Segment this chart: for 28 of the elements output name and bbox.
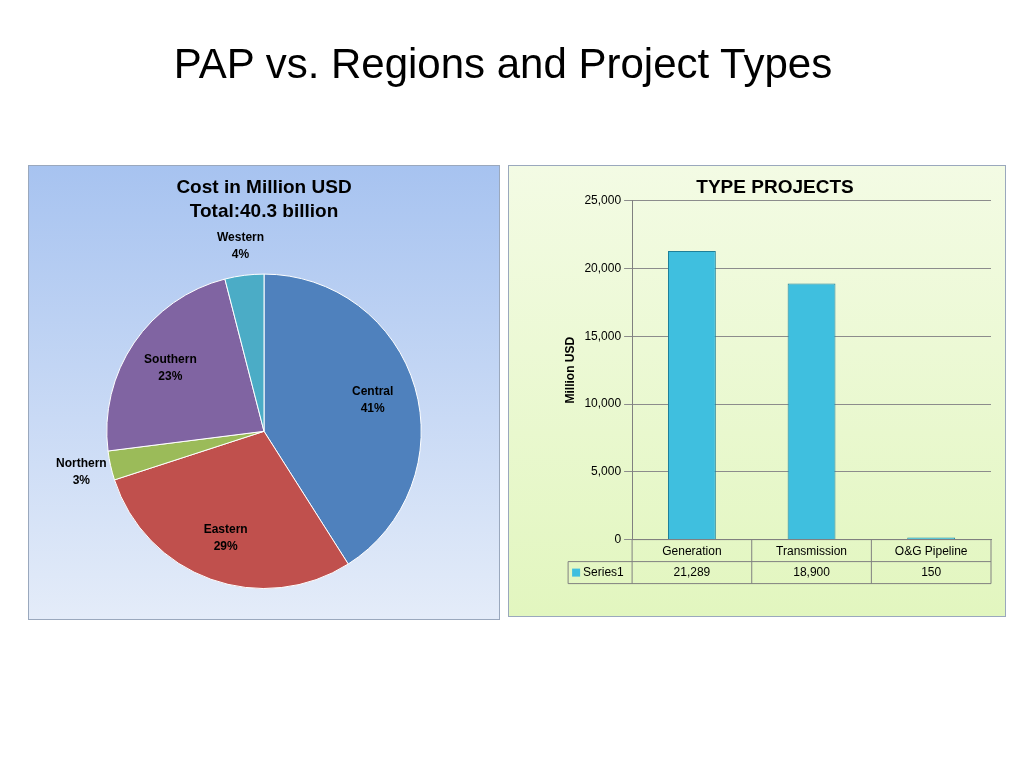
data-label: 18,900 bbox=[793, 564, 831, 579]
x-tick-label: O&G Pipeline bbox=[894, 544, 968, 559]
data-label: 41% bbox=[360, 401, 386, 416]
data-label: 150 bbox=[921, 564, 942, 579]
chart-subtitle: Total:40.3 billion bbox=[189, 200, 339, 222]
y-tick-label: 0 bbox=[614, 531, 622, 546]
legend-label: Series1 bbox=[583, 564, 625, 579]
slice-label: Northern bbox=[55, 456, 107, 471]
data-label: 21,289 bbox=[673, 564, 711, 579]
y-tick-label: 15,000 bbox=[584, 328, 622, 343]
slice-label: Southern bbox=[144, 351, 197, 366]
data-label: 4% bbox=[231, 246, 250, 261]
data-label: 3% bbox=[72, 473, 91, 488]
y-tick-label: 25,000 bbox=[584, 193, 622, 208]
data-label: 29% bbox=[213, 539, 238, 554]
slice-label: Eastern bbox=[203, 522, 248, 537]
text: PAP vs. Regions and Project Types bbox=[172, 40, 834, 88]
slice-label: Western bbox=[216, 229, 265, 244]
chart-title: Cost in Million USD bbox=[176, 175, 352, 197]
y-tick-label: 20,000 bbox=[584, 260, 622, 275]
y-tick-label: 10,000 bbox=[584, 396, 622, 411]
y-tick-label: 5,000 bbox=[591, 464, 622, 479]
chart-title: TYPE PROJECTS bbox=[696, 175, 854, 197]
data-label: 23% bbox=[158, 368, 183, 383]
x-tick-label: Generation bbox=[662, 544, 722, 559]
slice-label: Central bbox=[352, 384, 394, 399]
x-tick-label: Transmission bbox=[776, 544, 847, 559]
y-axis-title: Million USD bbox=[562, 336, 577, 404]
